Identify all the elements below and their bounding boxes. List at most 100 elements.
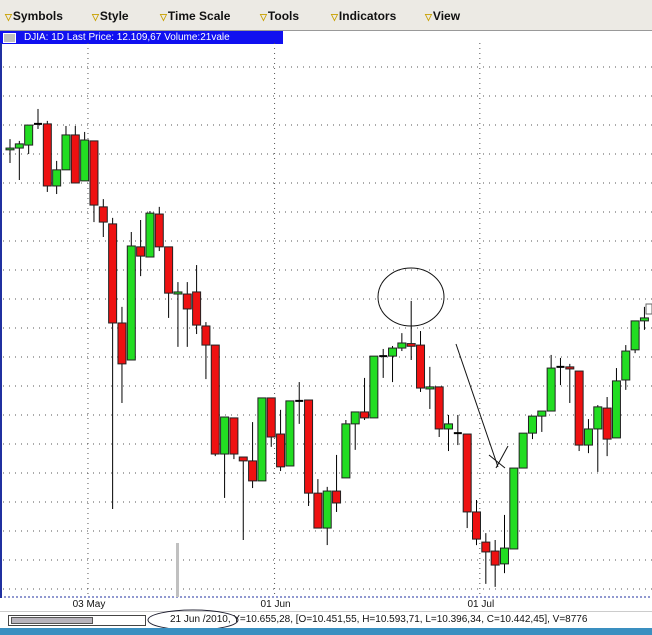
candle-down [406,343,416,347]
candle-up [499,547,509,565]
candlestick-chart[interactable] [0,43,652,598]
candle-down [434,386,444,430]
candle-up [52,169,62,187]
x-tick-label: 01 Jul [467,599,495,610]
candle-up [173,291,183,295]
candle-down [266,397,276,438]
candle-down [98,206,108,223]
candle-up [509,467,519,550]
dropdown-arrow-icon: ▽ [5,12,12,22]
volume-bar [176,543,179,597]
status-bar: 21 Jun /2010, Y=10.655,28, [O=10.451,55,… [0,609,652,631]
menu-indicators[interactable]: ▽Indicators [331,9,396,23]
dropdown-arrow-icon: ▽ [92,12,99,22]
candle-up [630,320,640,351]
dropdown-arrow-icon: ▽ [260,12,267,22]
candle-up [518,432,528,469]
candle-down [42,123,52,187]
chart-title: DJIA: 1D Last Price: 12.109,67 Volume:21… [24,32,230,43]
candle-down [154,213,164,248]
dropdown-arrow-icon: ▽ [425,12,432,22]
candle-up [611,380,621,439]
last-price-marker [645,303,652,315]
candle-up [583,428,593,446]
x-axis: 03 May 01 Jun 01 Jul [0,598,652,611]
menu-time-scale[interactable]: ▽Time Scale [160,9,230,23]
annotation-arrow-mark [488,454,506,469]
menu-label: Symbols [12,9,63,23]
chart-title-bar: DJIA: 1D Last Price: 12.109,67 Volume:21… [0,30,652,44]
status-values: Y=10.655,28, [O=10.451,55, H=10.593,71, … [233,614,588,625]
candle-up [369,355,379,419]
menu-view[interactable]: ▽View [425,9,460,23]
candle-down [182,293,192,310]
candle-down [164,246,174,294]
status-readout: 21 Jun /2010, Y=10.655,28, [O=10.451,55,… [170,614,587,625]
candle-down [481,541,491,553]
candle-down [313,492,323,529]
candle-down [472,511,481,540]
x-tick-label: 01 Jun [260,599,291,610]
menu-label: Style [99,9,129,23]
candle-up [546,367,556,412]
horizontal-scrollbar[interactable] [8,615,146,626]
candle-up [397,342,407,349]
candle-down [574,370,584,446]
candle-up [14,143,24,149]
candle-up [61,134,71,171]
candle-up [24,124,34,146]
candle-down [70,134,80,184]
dropdown-arrow-icon: ▽ [331,12,338,22]
candle-down [210,344,220,455]
menu-tools[interactable]: ▽Tools [260,9,299,23]
candle-up [388,347,398,357]
candle-up [444,423,454,430]
candle-down [304,399,314,494]
candle-up [341,423,351,479]
candle-up [621,350,631,381]
candle-up [350,411,360,425]
candle-up [537,410,547,417]
menu-style[interactable]: ▽Style [92,9,129,23]
candle-up [5,147,15,151]
candle-down [332,490,342,504]
window-icon[interactable] [3,33,16,43]
candle-down [136,246,146,257]
menu-label: Time Scale [167,9,231,23]
candle-up [527,415,537,434]
candle-up [322,490,332,529]
status-date: 21 Jun /2010, [170,614,231,625]
menu-label: View [432,9,461,23]
candle-up [425,386,435,390]
candle-down [238,456,248,462]
x-tick-label: 03 May [72,599,106,610]
bottom-border [0,628,652,635]
candle-up [639,317,649,322]
candle-down [192,291,202,326]
candle-down [276,433,286,468]
candle-down [117,322,127,365]
candle-down [490,550,500,566]
scrollbar-thumb[interactable] [11,617,93,624]
menu-bar: ▽Symbols ▽Style ▽Time Scale ▽Tools ▽Indicato… [0,0,652,30]
candle-up [80,139,90,182]
candle-up [593,406,603,430]
dropdown-arrow-icon: ▽ [160,12,167,22]
candle-down [89,140,99,206]
candle-down [201,325,211,346]
candle-up [257,397,267,482]
annotation-arrow-mark [495,445,509,469]
candle-up [126,245,136,361]
candle-down [108,223,118,324]
title-bar-fill [0,31,283,44]
candle-down [360,411,370,419]
menu-label: Indicators [338,9,397,23]
candle-down [462,433,472,513]
candle-up [220,416,230,455]
candle-up [145,212,155,258]
annotation-trend-line [455,343,499,468]
menu-symbols[interactable]: ▽Symbols [5,9,63,23]
candle-down [248,460,258,482]
menu-label: Tools [267,9,300,23]
candle-down [565,366,575,370]
